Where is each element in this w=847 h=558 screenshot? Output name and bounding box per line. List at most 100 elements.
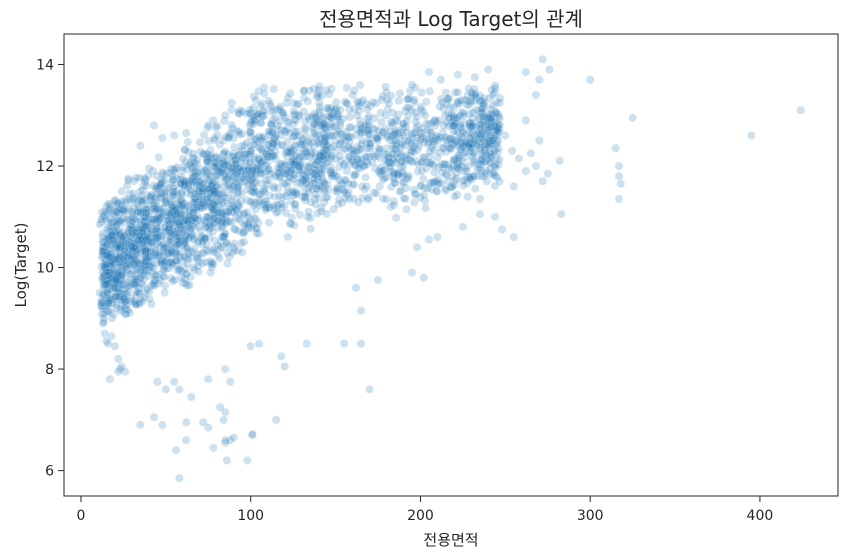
scatter-point [99,237,108,247]
scatter-point [433,179,443,189]
scatter-point [343,99,352,109]
scatter-point [219,232,229,242]
scatter-point [127,229,137,239]
scatter-point [480,138,490,147]
scatter-point [427,118,437,128]
scatter-point [365,152,374,162]
scatter-point [105,204,115,214]
scatter-point [393,149,402,158]
scatter-point [179,236,189,246]
scatter-point [410,189,420,199]
scatter-point [175,385,184,394]
scatter-point [224,133,233,142]
scatter-point [100,263,110,273]
scatter-point [246,197,255,207]
scatter-point [157,175,166,184]
scatter-point [220,147,230,156]
scatter-point [470,84,479,94]
scatter-point [154,214,163,224]
scatter-point [300,123,310,133]
scatter-point [135,221,145,231]
scatter-point [190,161,200,171]
scatter-point [203,121,213,130]
scatter-point [453,159,463,169]
scatter-point [319,150,329,160]
scatter-point [188,172,198,182]
scatter-point [399,170,409,180]
scatter-point [421,97,431,107]
scatter-point [454,157,464,167]
scatter-point [200,201,210,211]
scatter-point [108,256,117,266]
scatter-point [117,301,127,310]
scatter-point [140,288,150,298]
scatter-point [209,198,218,208]
scatter-point [110,243,119,252]
scatter-point [209,177,218,187]
scatter-point [142,285,152,294]
scatter-point [324,112,334,121]
scatter-point [313,137,323,147]
scatter-point [300,140,310,149]
scatter-point [466,139,476,149]
scatter-point [271,113,280,123]
scatter-point [249,112,258,121]
scatter-point [315,151,325,161]
scatter-point [104,233,113,243]
scatter-point [294,99,304,109]
scatter-point [312,130,322,140]
scatter-point [111,244,121,254]
scatter-point [326,119,336,129]
scatter-point [420,196,430,206]
scatter-point [403,173,413,182]
scatter-point [282,188,292,198]
scatter-point [129,211,138,220]
scatter-point [203,423,213,432]
scatter-point [300,188,310,198]
scatter-point [106,230,116,240]
x-axis-label: 전용면적 [423,531,478,549]
scatter-point [219,149,228,159]
scatter-point [475,209,485,219]
scatter-point [290,199,300,209]
scatter-point [289,190,298,200]
scatter-point [175,217,184,227]
scatter-point [364,143,374,153]
scatter-point [333,172,342,181]
scatter-point [127,242,137,251]
y-axis-ticks: 6 8 10 12 14 [36,57,64,480]
scatter-point [175,196,185,205]
scatter-point [172,187,181,196]
scatter-point [130,279,140,289]
scatter-point [396,157,406,167]
y-tick-label: 10 [36,261,54,277]
scatter-point [102,260,112,269]
scatter-point [132,287,141,297]
scatter-point [289,154,299,163]
scatter-point [428,136,438,145]
scatter-point [339,133,349,143]
scatter-point [152,227,161,236]
scatter-point [100,263,110,273]
scatter-point [170,206,180,216]
scatter-point [152,250,162,260]
scatter-point [475,130,485,140]
scatter-point [206,259,216,269]
scatter-point [117,235,127,245]
scatter-point [338,185,347,194]
scatter-point [131,173,141,183]
scatter-point [386,91,396,101]
scatter-point [442,147,451,157]
scatter-point [120,294,130,304]
scatter-point [223,162,233,171]
scatter-point [480,102,489,111]
scatter-point [342,127,351,137]
scatter-point [456,145,466,155]
scatter-point [316,150,325,160]
scatter-point [422,158,431,168]
scatter-point [138,238,147,247]
scatter-point [113,269,123,278]
scatter-point [349,104,359,114]
scatter-point [157,255,167,265]
scatter-point [202,169,212,179]
